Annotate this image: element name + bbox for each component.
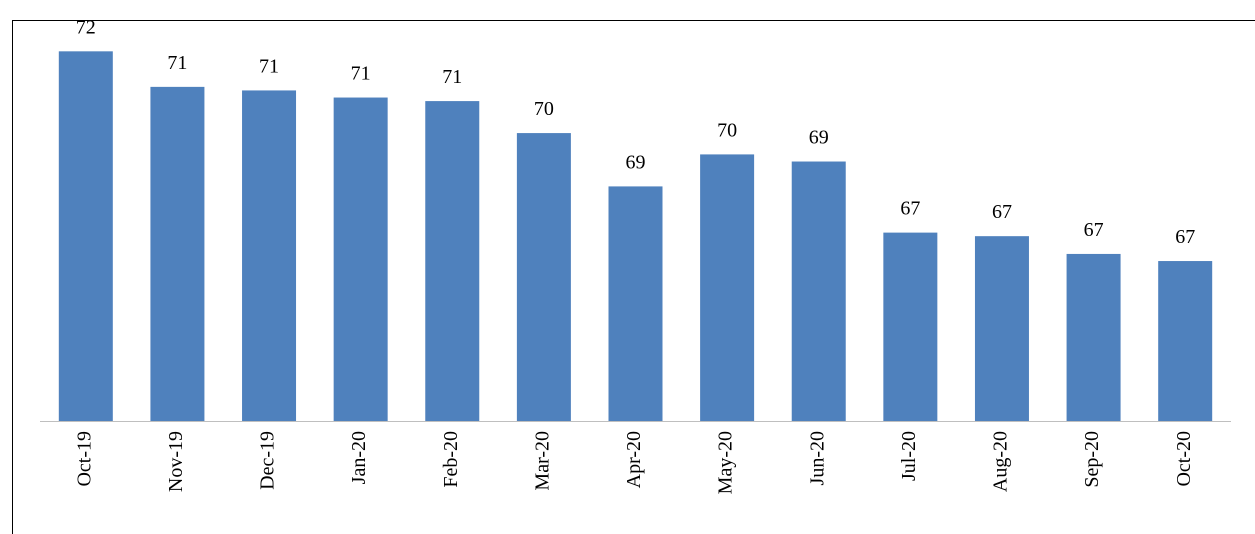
value-label: 70 bbox=[717, 119, 737, 141]
bar bbox=[791, 161, 846, 421]
value-label: 67 bbox=[900, 198, 920, 220]
value-label: 69 bbox=[626, 151, 646, 173]
chart-border bbox=[12, 20, 1255, 534]
value-label: 71 bbox=[259, 55, 279, 77]
x-tick-label: Aug-20 bbox=[990, 431, 1012, 492]
bar bbox=[1066, 253, 1121, 421]
bar bbox=[242, 90, 297, 421]
value-label: 71 bbox=[351, 63, 371, 85]
bar bbox=[516, 133, 571, 421]
value-label: 70 bbox=[534, 98, 554, 120]
value-label: 67 bbox=[992, 201, 1012, 223]
bar bbox=[425, 101, 480, 421]
x-tick-label: Jan-20 bbox=[348, 431, 370, 484]
value-label: 67 bbox=[1175, 226, 1195, 248]
x-tick-label: Oct-20 bbox=[1173, 431, 1195, 487]
bar bbox=[608, 186, 663, 421]
x-tick-label: Jun-20 bbox=[806, 431, 828, 485]
bar bbox=[1158, 261, 1213, 421]
value-label: 69 bbox=[809, 127, 829, 149]
value-label: 71 bbox=[167, 52, 187, 74]
x-tick-label: Oct-19 bbox=[73, 431, 95, 487]
x-tick-label: Nov-19 bbox=[165, 431, 187, 492]
value-label: 72 bbox=[76, 16, 96, 38]
x-tick-label: May-20 bbox=[715, 431, 737, 494]
x-tick-label: Mar-20 bbox=[531, 431, 553, 491]
bar bbox=[58, 51, 113, 422]
x-tick-label: Sep-20 bbox=[1081, 431, 1103, 488]
value-label: 67 bbox=[1084, 219, 1104, 241]
x-tick-label: Dec-19 bbox=[257, 431, 279, 490]
x-tick-label: Feb-20 bbox=[440, 431, 462, 488]
bar bbox=[333, 97, 388, 421]
bar bbox=[974, 236, 1029, 421]
bar bbox=[883, 232, 938, 421]
bar bbox=[700, 154, 755, 421]
value-label: 71 bbox=[442, 66, 462, 88]
x-tick-label: Apr-20 bbox=[623, 431, 645, 488]
bar bbox=[150, 86, 205, 421]
x-tick-label: Jul-20 bbox=[898, 431, 920, 481]
